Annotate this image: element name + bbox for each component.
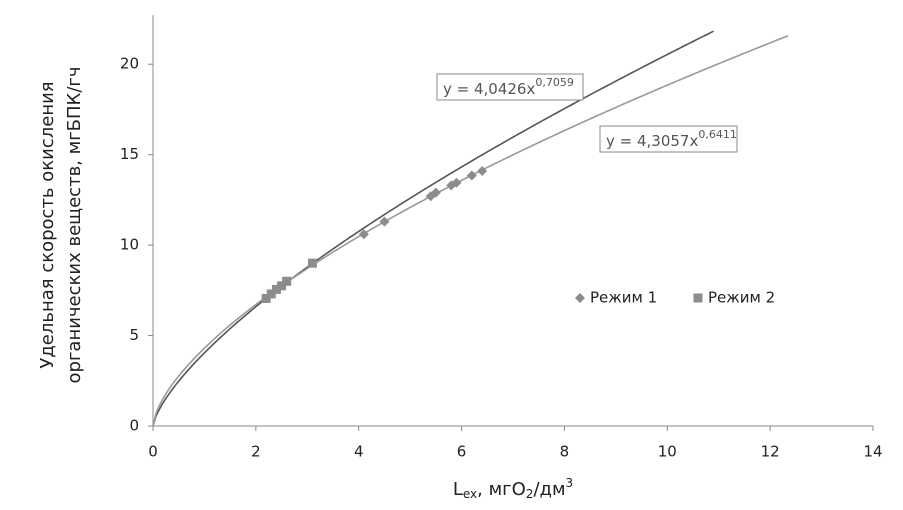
point <box>477 165 488 176</box>
x-tick-label: 2 <box>251 443 261 461</box>
trend-line <box>152 30 714 427</box>
x-label-part: ex <box>463 487 477 501</box>
equation-exponent: 0,7059 <box>535 76 574 89</box>
x-tick-label: 4 <box>354 443 364 461</box>
x-label-part: , мгО <box>477 479 526 500</box>
x-tick-label: 10 <box>658 443 677 461</box>
y-axis-label: органических веществ, мгБПК/гч <box>64 67 85 384</box>
point <box>379 216 390 227</box>
y-tick-label: 5 <box>129 326 139 344</box>
y-tick-label: 10 <box>120 236 139 254</box>
point <box>261 293 271 303</box>
y-tick-label: 20 <box>120 55 139 73</box>
point <box>282 276 292 286</box>
x-label-part: L <box>453 479 463 500</box>
point <box>266 289 276 299</box>
point <box>430 187 441 198</box>
x-tick-label: 0 <box>148 443 158 461</box>
x-label-part: /дм <box>533 479 565 500</box>
x-label-part: 3 <box>566 476 574 490</box>
equation-box <box>436 73 584 101</box>
equation-exponent: 0,6411 <box>698 128 737 141</box>
legend-label: Режим 1 <box>590 289 657 307</box>
x-tick-label: 8 <box>560 443 570 461</box>
x-tick-label: 12 <box>761 443 780 461</box>
point <box>451 177 462 188</box>
x-tick-label: 14 <box>863 443 882 461</box>
equation-text: y = 4,3057x <box>606 132 698 150</box>
equation-text: y = 4,0426x <box>443 80 535 98</box>
equation-box <box>599 125 738 153</box>
x-tick-label: 6 <box>457 443 467 461</box>
point <box>277 281 287 291</box>
equation: y = 4,0426x0,7059 <box>443 76 574 98</box>
legend-marker <box>575 293 585 303</box>
point <box>358 229 369 240</box>
y-axis-label: Удельная скорость окисления <box>37 81 58 368</box>
point <box>271 284 281 294</box>
y-tick-label: 0 <box>129 417 139 435</box>
y-tick-label: 15 <box>120 145 139 163</box>
point <box>307 258 317 268</box>
point <box>466 170 477 181</box>
legend-label: Режим 2 <box>708 289 775 307</box>
legend-marker <box>693 293 703 303</box>
x-label-part: 2 <box>526 487 534 501</box>
equation: y = 4,3057x0,6411 <box>606 128 737 150</box>
x-axis-label: Lex, мгО2/дм3 <box>453 476 573 501</box>
